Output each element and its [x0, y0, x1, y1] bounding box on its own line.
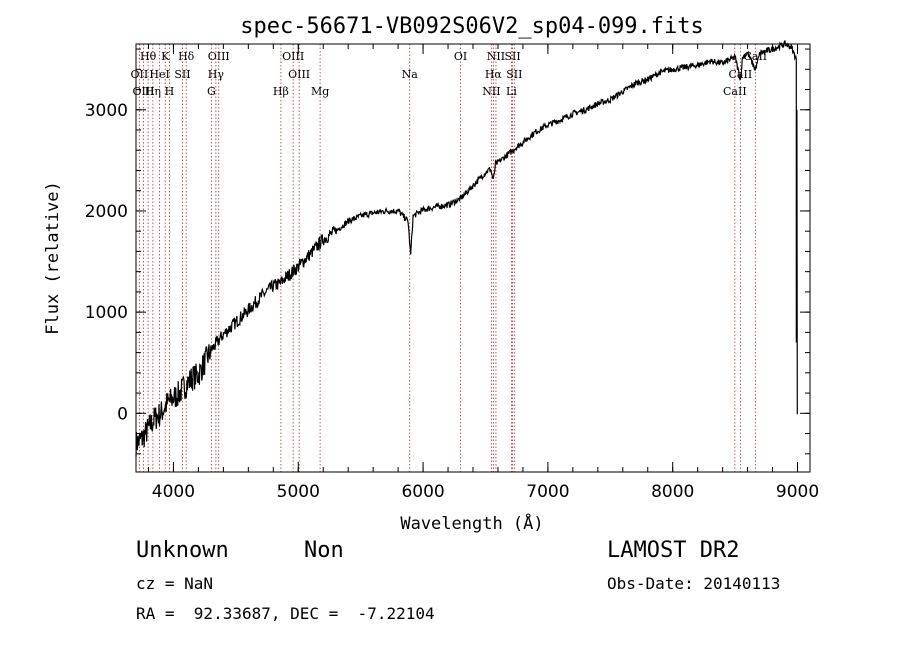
spectral-line-label: SII — [504, 50, 520, 63]
plot-frame — [135, 43, 811, 473]
spectral-line-label: Mg — [311, 85, 329, 98]
spectral-line-label: OIII — [288, 68, 310, 81]
spectral-line-label: HeI — [149, 68, 169, 81]
obs-date: Obs-Date: 20140113 — [607, 574, 781, 593]
spectral-line-label: Hθ — [140, 50, 157, 63]
spectral-line-label: NII — [482, 85, 500, 98]
y-tick-label: 3000 — [85, 101, 128, 121]
spectral-line-label: CaII — [743, 50, 767, 63]
spectral-line-label: Na — [402, 68, 419, 81]
spectral-line-label: Hβ — [273, 85, 289, 98]
spectral-line-label: SII — [174, 68, 190, 81]
x-tick-label: 7000 — [526, 482, 569, 502]
flux-series-line — [135, 40, 798, 457]
spectral-line-label: Hγ — [208, 68, 225, 81]
axis-ticks: 4000 5000 6000 7000 8000 9000 0 1000 2000 3000 — [85, 44, 819, 502]
spectral-line-label: Li — [506, 85, 517, 98]
spectral-line-label: CaII — [723, 85, 747, 98]
spectral-line-label: OIII — [208, 50, 230, 63]
spectral-line-label: OI — [454, 50, 467, 63]
spectral-line-label: OII — [131, 68, 149, 81]
spectral-line-label: Hη — [145, 85, 161, 98]
y-tick-label: 2000 — [85, 202, 128, 222]
class-label: Unknown — [136, 538, 229, 563]
survey-label: LAMOST DR2 — [607, 538, 740, 563]
y-axis-label: Flux (relative) — [43, 181, 63, 335]
spectral-line-label: OIII — [282, 50, 304, 63]
spectrum-chart: spec-56671-VB092S06V2_sp04-099.fits Hθ K H… — [43, 14, 819, 534]
spectral-line-label: G — [207, 85, 216, 98]
spectral-line-label: H — [165, 85, 175, 98]
x-tick-label: 6000 — [401, 482, 444, 502]
cz-value: cz = NaN — [136, 574, 214, 593]
spectral-line-markers — [138, 44, 756, 472]
spectral-line-label: NII — [487, 50, 505, 63]
y-tick-label: 0 — [117, 404, 128, 424]
x-tick-label: 9000 — [776, 482, 819, 502]
chart-title: spec-56671-VB092S06V2_sp04-099.fits — [240, 14, 704, 39]
spectral-line-label: K — [161, 50, 170, 63]
subclass-label: Non — [304, 538, 344, 563]
spectral-line-label: SII — [506, 68, 522, 81]
spectral-line-label: Hα — [485, 68, 503, 81]
spectral-line-label: OIII — [132, 85, 154, 98]
coordinates: RA = 92.33687, DEC = -7.22104 — [136, 604, 435, 623]
y-tick-label: 1000 — [85, 303, 128, 323]
x-tick-label: 4000 — [152, 482, 195, 502]
x-axis-label: Wavelength (Å) — [400, 512, 543, 534]
x-tick-label: 5000 — [277, 482, 320, 502]
x-tick-label: 8000 — [651, 482, 694, 502]
spectral-line-label: Hδ — [178, 50, 195, 63]
